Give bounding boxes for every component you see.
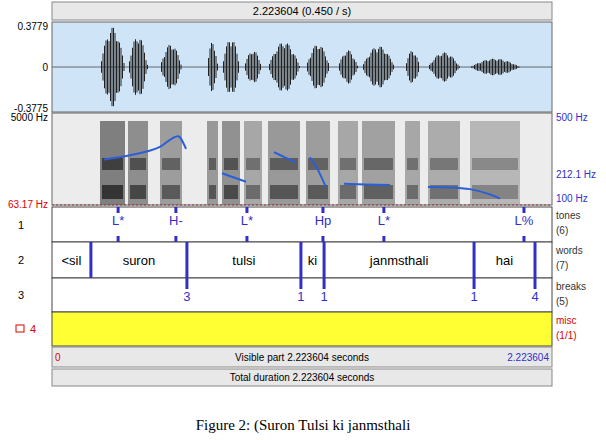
svg-text:L*: L* xyxy=(112,213,124,228)
svg-text:100 Hz: 100 Hz xyxy=(556,193,588,204)
svg-text:1: 1 xyxy=(320,289,327,304)
svg-text:L%: L% xyxy=(515,213,534,228)
svg-text:0: 0 xyxy=(55,352,61,363)
svg-text:Visible part 2.223604 seconds: Visible part 2.223604 seconds xyxy=(235,352,369,363)
svg-text:2.223604 (0.450 / s): 2.223604 (0.450 / s) xyxy=(253,5,351,17)
svg-text:Total duration 2.223604 second: Total duration 2.223604 seconds xyxy=(230,372,375,383)
svg-text:<sil: <sil xyxy=(62,253,82,268)
svg-text:tones: tones xyxy=(556,210,580,221)
svg-text:3: 3 xyxy=(18,289,24,301)
svg-text:ki: ki xyxy=(308,253,318,268)
svg-text:misc: misc xyxy=(556,315,577,326)
svg-text:(6): (6) xyxy=(556,225,568,236)
svg-text:H-: H- xyxy=(169,213,183,228)
svg-text:63.17 Hz: 63.17 Hz xyxy=(8,199,48,210)
svg-text:2: 2 xyxy=(18,254,24,266)
svg-text:212.1 Hz: 212.1 Hz xyxy=(556,169,596,180)
svg-text:Figure 2: (Suron Tulsi ki janm: Figure 2: (Suron Tulsi ki janmsthali xyxy=(196,417,411,434)
svg-text:5000 Hz: 5000 Hz xyxy=(11,112,48,123)
svg-text:4: 4 xyxy=(531,289,538,304)
svg-text:hai: hai xyxy=(496,253,513,268)
svg-text:Hp: Hp xyxy=(315,213,332,228)
svg-text:3: 3 xyxy=(183,289,190,304)
svg-text:breaks: breaks xyxy=(556,281,586,292)
svg-text:tulsi: tulsi xyxy=(232,253,255,268)
svg-text:L*: L* xyxy=(378,213,390,228)
svg-text:0: 0 xyxy=(42,62,48,73)
svg-text:janmsthali: janmsthali xyxy=(369,253,429,268)
svg-text:1: 1 xyxy=(18,219,24,231)
svg-text:500 Hz: 500 Hz xyxy=(556,112,588,123)
svg-text:4: 4 xyxy=(30,323,36,335)
svg-text:0.3779: 0.3779 xyxy=(17,21,48,32)
svg-text:-0.3775: -0.3775 xyxy=(14,103,48,114)
svg-text:(5): (5) xyxy=(556,296,568,307)
svg-text:(1/1): (1/1) xyxy=(556,330,577,341)
svg-text:1: 1 xyxy=(297,289,304,304)
svg-text:words: words xyxy=(555,245,583,256)
svg-text:2.223604: 2.223604 xyxy=(507,352,549,363)
svg-text:(7): (7) xyxy=(556,260,568,271)
svg-text:L*: L* xyxy=(241,213,253,228)
svg-text:1: 1 xyxy=(470,289,477,304)
svg-text:suron: suron xyxy=(123,253,156,268)
